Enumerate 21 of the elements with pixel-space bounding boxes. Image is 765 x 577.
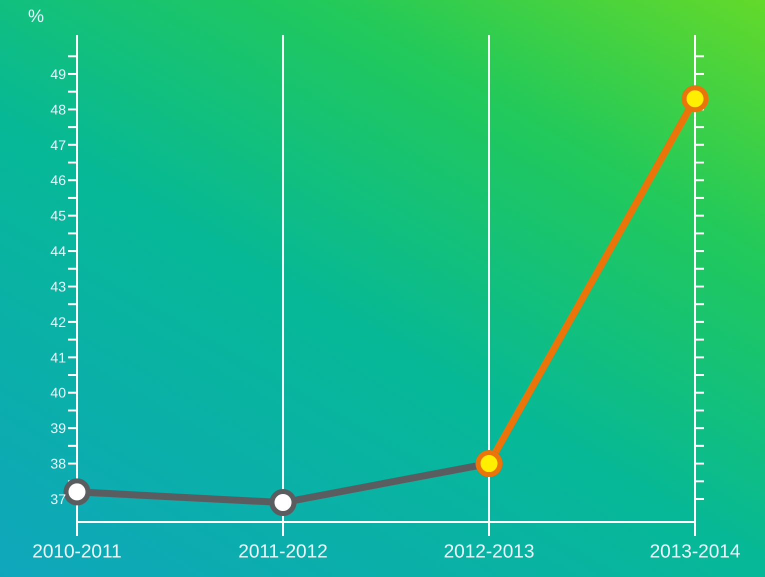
y-tick-label: 37 — [50, 490, 66, 507]
y-tick-label: 49 — [50, 66, 66, 82]
y-tick-label: 41 — [50, 349, 66, 366]
y-tick-label: 45 — [50, 208, 66, 224]
x-tick-label: 2011-2012 — [238, 541, 328, 562]
y-tick-label: 43 — [50, 278, 66, 294]
y-tick-label: 38 — [50, 456, 66, 472]
y-tick-label: 39 — [50, 420, 66, 436]
x-tick-label: 2013-2014 — [650, 541, 741, 562]
y-tick-label: 42 — [50, 314, 66, 330]
y-tick-label: 46 — [50, 172, 66, 188]
point — [682, 85, 708, 112]
x-tick-label: 2010-2011 — [32, 541, 122, 562]
point — [64, 478, 90, 506]
x-tick-label: 2012-2013 — [444, 541, 534, 562]
y-tick-label: 44 — [50, 243, 66, 260]
point — [270, 489, 296, 516]
y-tick-label: 48 — [50, 101, 66, 118]
y-axis-title: % — [28, 6, 44, 27]
y-tick-label: 47 — [50, 136, 66, 153]
y-tick-label: 40 — [50, 384, 66, 401]
